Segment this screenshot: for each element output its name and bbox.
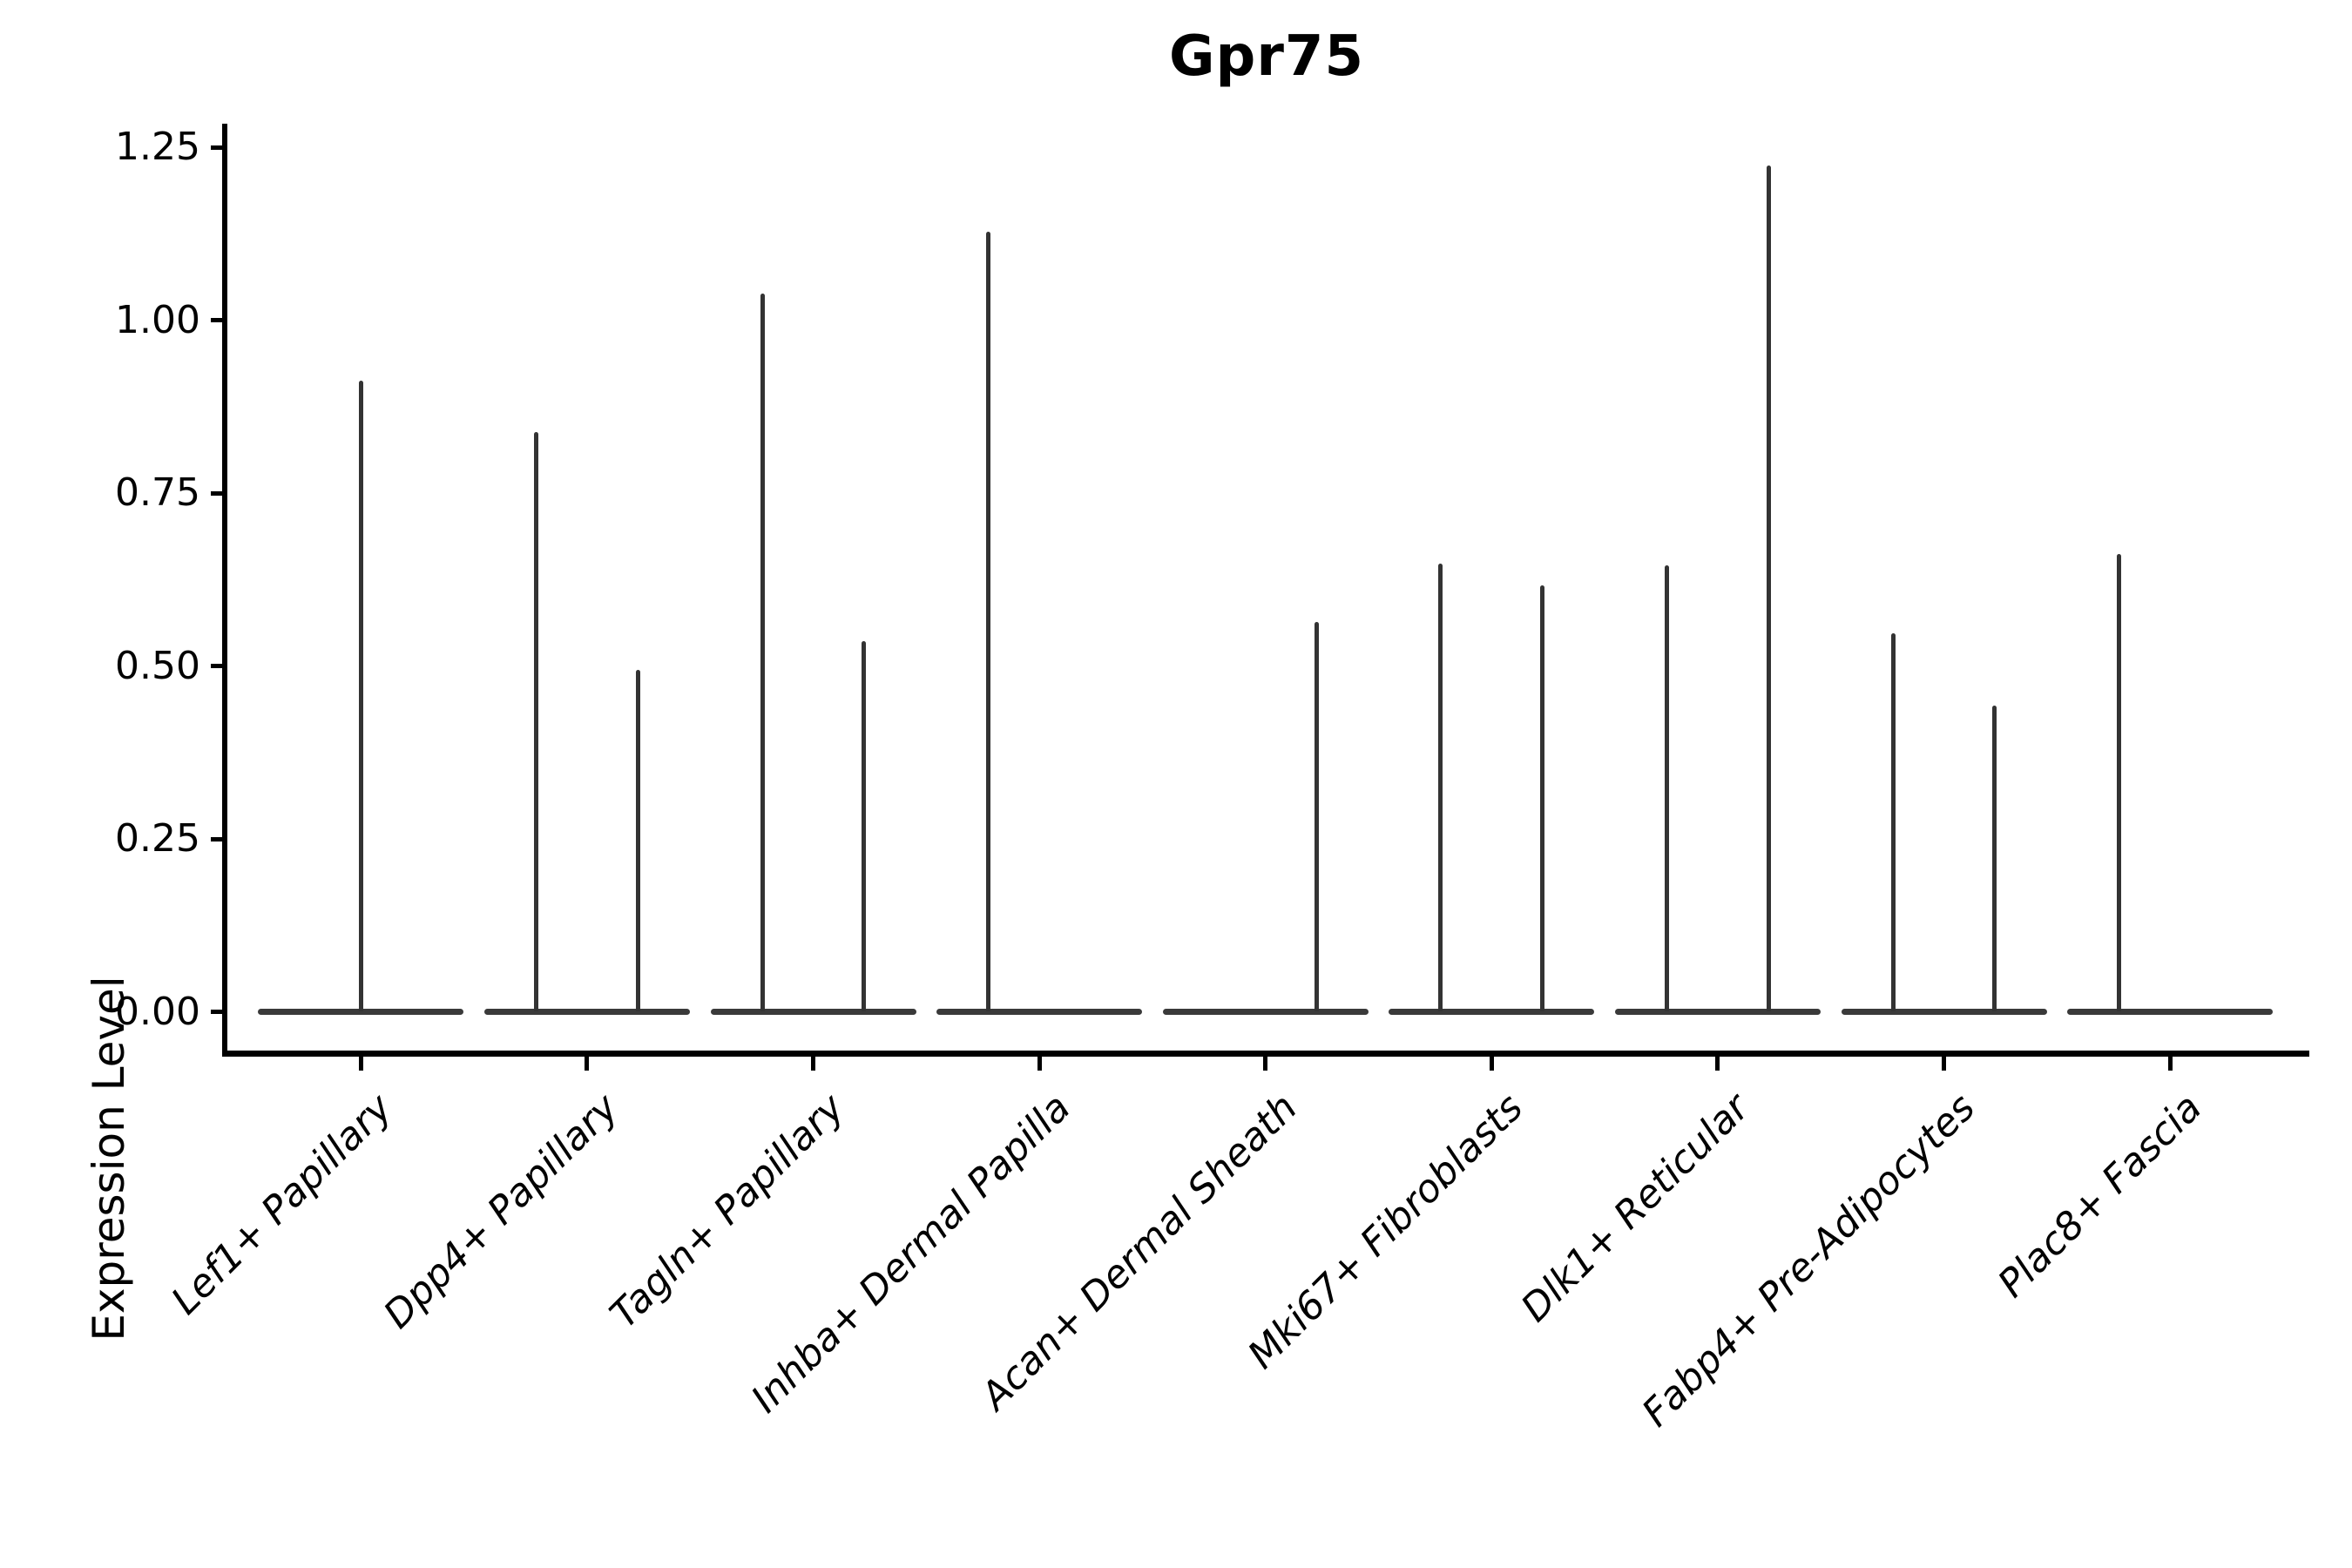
x-tick-mark: [1037, 1053, 1042, 1071]
violin-spike: [862, 640, 867, 1012]
y-tick-label: 0.50: [115, 643, 200, 688]
violin-baseline: [710, 1009, 916, 1015]
y-tick-mark: [211, 318, 225, 322]
y-axis-label: Expression Level: [84, 976, 134, 1342]
violin-spike: [1890, 633, 1896, 1012]
x-tick-mark: [1715, 1053, 1720, 1071]
x-tick-label: Dlk1+ Reticular: [1512, 1085, 1758, 1331]
y-tick-mark: [211, 1010, 225, 1014]
violin-baseline: [936, 1009, 1143, 1015]
y-tick-label: 0.00: [115, 989, 200, 1034]
y-tick-mark: [211, 664, 225, 668]
violin-baseline: [483, 1009, 690, 1015]
violin-baseline: [258, 1009, 464, 1015]
violin-spike: [1540, 585, 1545, 1012]
violin-spike: [1992, 705, 1997, 1012]
violin-baseline: [2067, 1009, 2274, 1015]
violin-spike: [358, 380, 363, 1012]
chart-title: Gpr75: [1169, 24, 1364, 89]
x-tick-mark: [1489, 1053, 1494, 1071]
violin-spike: [1314, 622, 1319, 1012]
y-tick-mark: [211, 145, 225, 150]
violin-spike: [1766, 165, 1771, 1012]
violin-baseline: [1841, 1009, 2047, 1015]
violin-spike: [635, 670, 640, 1012]
violin-baseline: [1162, 1009, 1369, 1015]
x-tick-label: Dpp4+ Papillary: [375, 1085, 627, 1338]
y-tick-label: 0.25: [115, 816, 200, 861]
violin-spike: [760, 293, 765, 1012]
x-tick-label: Tagln+ Papillary: [601, 1085, 854, 1337]
x-tick-mark: [1942, 1053, 1946, 1071]
violin-spike: [1664, 564, 1669, 1012]
violin-baseline: [1389, 1009, 1595, 1015]
y-axis-spine: [222, 124, 227, 1057]
y-tick-label: 1.25: [115, 125, 200, 169]
x-tick-label: Plac8+ Fascia: [1989, 1085, 2211, 1307]
violin-spike: [533, 432, 538, 1012]
violin-spike: [986, 231, 991, 1012]
y-tick-mark: [211, 836, 225, 841]
y-tick-label: 0.75: [115, 470, 200, 515]
x-tick-mark: [2167, 1053, 2173, 1071]
violin-spike: [2117, 553, 2122, 1012]
x-tick-mark: [1263, 1053, 1268, 1071]
x-tick-mark: [358, 1053, 363, 1071]
violin-spike: [1438, 563, 1443, 1012]
x-tick-label: Lef1+ Papillary: [163, 1085, 402, 1324]
x-tick-mark: [585, 1053, 590, 1071]
y-tick-mark: [211, 490, 225, 496]
x-tick-mark: [811, 1053, 815, 1071]
y-tick-label: 1.00: [115, 297, 200, 342]
violin-baseline: [1614, 1009, 1821, 1015]
